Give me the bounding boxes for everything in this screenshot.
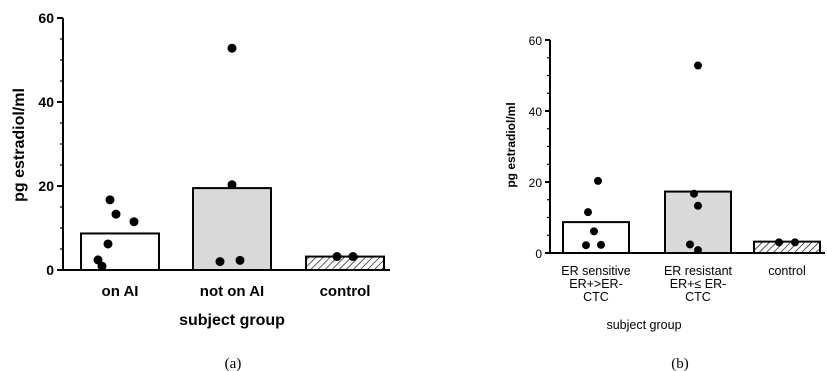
chart-b-data-point <box>694 201 702 210</box>
chart-a-data-point <box>105 195 115 205</box>
chart-b-y-axis: 0 20 40 60 <box>529 34 551 261</box>
chart-a-y-tick-label: 0 <box>46 262 54 278</box>
chart-a-bars <box>80 187 385 272</box>
chart-b-bar <box>664 190 732 255</box>
chart-a-category-label: not on AI <box>200 283 264 300</box>
chart-b-data-point <box>582 241 590 250</box>
chart-a-bar <box>305 255 385 271</box>
chart-b-bar <box>562 221 630 255</box>
chart-b-data-point <box>791 238 799 247</box>
chart-a-category-labels: on AI not on AI control <box>102 283 371 300</box>
chart-b-y-tick-label: 20 <box>529 176 543 190</box>
chart-a-data-point <box>93 255 103 265</box>
chart-b-y-tick-label: 0 <box>535 247 542 261</box>
chart-b: 0 20 40 60 ER sensitive ER+>ER-CTC ER resista… <box>504 34 825 371</box>
chart-a-data-point <box>227 43 237 53</box>
chart-b-ylabel: pg estradiol/ml <box>504 102 518 187</box>
chart-b-y-tick-label: 60 <box>529 34 543 48</box>
chart-b-data-point <box>597 240 605 249</box>
chart-b-data-point <box>594 176 602 185</box>
chart-b-category-label: ER resistant ER+≤ ER-CTC <box>664 264 733 304</box>
chart-a-panel-label: (a) <box>225 356 242 371</box>
chart-b-category-label: ER sensitive ER+>ER-CTC <box>561 264 631 304</box>
chart-a-y-tick-label: 40 <box>38 94 54 110</box>
chart-a-bar <box>80 232 160 272</box>
chart-b-points <box>582 61 799 255</box>
chart-b-bar <box>753 240 821 254</box>
chart-b-data-point <box>694 61 702 70</box>
chart-b-panel-label: (b) <box>671 356 689 371</box>
chart-a-data-point <box>215 257 225 267</box>
chart-b-y-tick-label: 40 <box>529 105 543 119</box>
chart-a-points <box>93 43 358 271</box>
chart-b-xlabel: subject group <box>606 318 681 332</box>
chart-a-data-point <box>103 239 113 249</box>
chart-a-data-point <box>129 217 139 227</box>
chart-a-data-point <box>332 252 342 262</box>
chart-b-data-point <box>775 238 783 247</box>
chart-b-data-point <box>584 208 592 217</box>
chart-b-data-point <box>690 189 698 198</box>
chart-a-ylabel: pg estradiol/ml <box>11 88 28 202</box>
chart-a-y-tick-label: 20 <box>38 178 54 194</box>
chart-b-data-point <box>590 227 598 236</box>
chart-a: 0 20 40 60 on AI not on AI control pg estradi… <box>11 10 390 371</box>
chart-a-category-label: on AI <box>102 283 139 300</box>
chart-a-data-point <box>227 180 237 190</box>
chart-a-xlabel: subject group <box>179 312 285 329</box>
chart-b-data-point <box>686 240 694 249</box>
chart-a-data-point <box>111 209 121 219</box>
chart-a-bar <box>192 187 272 272</box>
chart-a-data-point <box>348 252 358 262</box>
chart-b-category-label: control <box>768 264 806 278</box>
chart-a-y-tick-label: 60 <box>38 10 54 26</box>
chart-a-y-axis: 0 20 40 60 <box>38 10 64 278</box>
chart-a-data-point <box>235 255 245 265</box>
chart-b-category-labels: ER sensitive ER+>ER-CTC ER resistant ER+≤ E… <box>561 264 806 304</box>
chart-a-category-label: control <box>320 283 371 300</box>
